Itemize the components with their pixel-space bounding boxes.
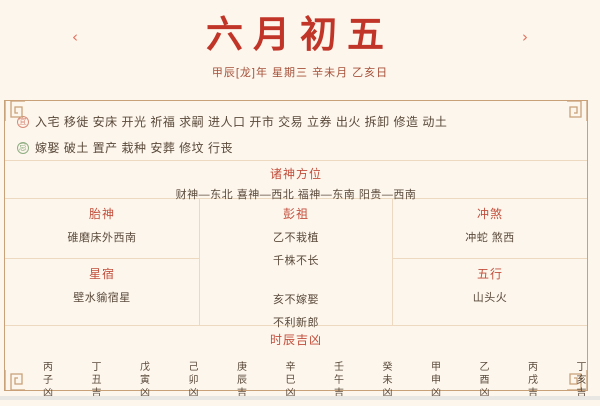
xingxiu-cell: 星宿 壁水貐宿星 (5, 259, 199, 325)
hour-luck-item: 戊寅凶 (137, 360, 149, 400)
almanac-frame: 宜 入宅 移徙 安床 开光 祈福 求嗣 进人口 开市 交易 立券 出火 拆卸 修… (4, 100, 588, 400)
pengzu-line: 不利新郎 (273, 317, 319, 329)
chongsha-title: 冲煞 (476, 207, 503, 221)
hour-luck-item: 乙酉凶 (477, 360, 488, 400)
suitable-icon: 宜 (17, 115, 29, 128)
avoid-icon: 忌 (17, 141, 29, 154)
pengzu-line: 千株不长 (273, 255, 319, 267)
lunar-date-title: 六月初五 (206, 12, 394, 56)
gods-direction-value: 财神—东北 喜神—西北 福神—东南 阳贵—西南 (175, 189, 417, 201)
wuxing-title: 五行 (476, 267, 503, 281)
gods-direction-title: 诸神方位 (269, 167, 322, 181)
taishen-cell: 胎神 碓磨床外西南 (5, 199, 199, 259)
xingxiu-value: 壁水貐宿星 (73, 292, 131, 304)
pengzu-line: 亥不嫁娶 (273, 294, 319, 306)
suitable-items: 入宅 移徙 安床 开光 祈福 求嗣 进人口 开市 交易 立券 出火 拆卸 修造 … (35, 115, 448, 129)
almanac-header: ‹ 六月初五 › 甲辰[龙]年 星期三 辛未月 乙亥日 (0, 0, 600, 100)
hour-luck-item: 丁丑吉 (89, 360, 100, 400)
ganzhi-date-line: 甲辰[龙]年 星期三 辛未月 乙亥日 (211, 67, 389, 79)
hour-luck-title: 时辰吉凶 (269, 333, 322, 347)
taishen-title: 胎神 (88, 207, 115, 221)
suitable-row: 宜 入宅 移徙 安床 开光 祈福 求嗣 进人口 开市 交易 立券 出火 拆卸 修… (5, 113, 587, 130)
gods-direction-cell: 诸神方位 财神—东北 喜神—西北 福神—东南 阳贵—西南 (5, 161, 587, 201)
greek-key-corner-icon (4, 370, 25, 391)
chongsha-cell: 冲煞 冲蛇 煞西 (393, 199, 587, 259)
hour-luck-item: 丁亥吉 (574, 360, 585, 400)
hour-luck-item: 己卯凶 (186, 360, 197, 400)
hour-luck-item: 癸未凶 (380, 360, 391, 400)
avoid-row: 忌 嫁娶 破土 置产 栽种 安葬 修坟 行丧 (5, 139, 587, 156)
xingxiu-title: 星宿 (88, 267, 115, 281)
hour-luck-item: 甲申凶 (428, 360, 440, 400)
next-day-arrow[interactable]: › (522, 28, 528, 46)
pengzu-cell: 彭祖 乙不栽植 千株不长 亥不嫁娶 不利新郎 (200, 199, 392, 330)
taishen-value: 碓磨床外西南 (67, 232, 137, 244)
almanac-table: 诸神方位 财神—东北 喜神—西北 福神—东南 阳贵—西南 胎神 碓磨床外西南 星… (5, 160, 587, 406)
hour-luck-item: 庚辰吉 (234, 360, 246, 400)
hour-luck-item: 丙子凶 (40, 360, 52, 400)
wuxing-value: 山头火 (472, 292, 508, 304)
hour-luck-item: 丙戌吉 (525, 360, 537, 400)
greek-key-corner-icon (567, 370, 588, 391)
hour-luck-item: 壬午吉 (331, 360, 343, 400)
pengzu-line: 乙不栽植 (273, 232, 319, 244)
greek-key-corner-icon (4, 100, 25, 121)
hour-luck-section: 时辰吉凶 丙子凶 丁丑吉 戊寅凶 己卯凶 庚辰吉 辛巳凶 壬午吉 癸未凶 甲申凶 乙酉凶 丙戌吉 丁亥… (5, 326, 587, 406)
prev-day-arrow[interactable]: ‹ (72, 28, 78, 46)
greek-key-corner-icon (567, 100, 588, 121)
avoid-items: 嫁娶 破土 置产 栽种 安葬 修坟 行丧 (35, 141, 234, 155)
wuxing-cell: 五行 山头火 (393, 259, 587, 325)
hour-luck-row: 丙子凶 丁丑吉 戊寅凶 己卯凶 庚辰吉 辛巳凶 壬午吉 癸未凶 甲申凶 乙酉凶 丙戌吉 丁亥吉 (5, 354, 587, 406)
hour-luck-item: 辛巳凶 (283, 360, 294, 400)
chongsha-value: 冲蛇 煞西 (465, 232, 515, 244)
pengzu-title: 彭祖 (282, 207, 309, 221)
page-bottom-strip (0, 396, 600, 400)
